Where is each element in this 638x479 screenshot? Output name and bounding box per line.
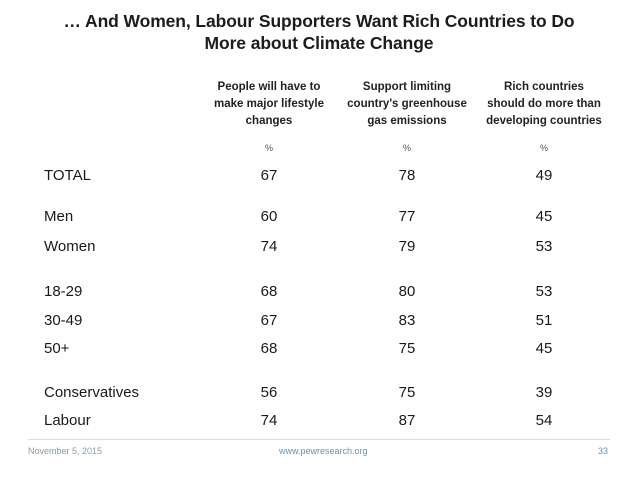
cell-value: 60	[260, 208, 278, 225]
table-row-50-plus: 50+ 68 75 45	[0, 338, 638, 360]
row-label: TOTAL	[44, 167, 91, 184]
cell-value: 79	[398, 238, 416, 255]
column-header-line: developing countries	[486, 115, 602, 127]
table-row-labour: Labour 74 87 54	[0, 410, 638, 432]
cell-value: 56	[260, 384, 278, 401]
percent-unit-label: %	[539, 143, 548, 153]
table-row-men: Men 60 77 45	[0, 206, 638, 228]
column-header-emissions: Support limiting country's greenhouse ga…	[337, 79, 477, 130]
cell-value: 83	[398, 312, 416, 329]
row-label: 18-29	[44, 283, 83, 300]
footer-url-link[interactable]: www.pewresearch.org	[279, 446, 368, 456]
table-row-30-49: 30-49 67 83 51	[0, 310, 638, 332]
cell-value: 53	[535, 283, 553, 300]
column-header-line: gas emissions	[367, 115, 447, 127]
cell-value: 74	[260, 412, 278, 429]
slide-title: … And Women, Labour Supporters Want Rich…	[18, 10, 620, 54]
percent-unit-label: %	[264, 143, 273, 153]
column-header-line: country's greenhouse	[347, 98, 467, 110]
cell-value: 49	[535, 167, 553, 184]
column-header-rich-countries: Rich countries should do more than devel…	[474, 79, 614, 130]
cell-value: 51	[535, 312, 553, 329]
table-row-women: Women 74 79 53	[0, 236, 638, 258]
cell-value: 39	[535, 384, 553, 401]
cell-value: 54	[535, 412, 553, 429]
cell-value: 67	[260, 312, 278, 329]
cell-value: 45	[535, 208, 553, 225]
cell-value: 67	[260, 167, 278, 184]
cell-value: 87	[398, 412, 416, 429]
column-header-lifestyle: People will have to make major lifestyle…	[199, 79, 339, 130]
table-row-conservatives: Conservatives 56 75 39	[0, 382, 638, 404]
cell-value: 74	[260, 238, 278, 255]
cell-value: 80	[398, 283, 416, 300]
percent-unit-label: %	[402, 143, 411, 153]
row-label: 50+	[44, 340, 70, 357]
row-label: Women	[44, 238, 96, 255]
slide-title-line-1: … And Women, Labour Supporters Want Rich…	[63, 11, 575, 31]
cell-value: 53	[535, 238, 553, 255]
table-row-18-29: 18-29 68 80 53	[0, 281, 638, 303]
cell-value: 75	[398, 384, 416, 401]
column-header-line: should do more than	[487, 98, 601, 110]
column-header-line: Support limiting	[362, 81, 452, 93]
row-label: Labour	[44, 412, 91, 429]
footer-date: November 5, 2015	[28, 446, 103, 456]
column-header-line: Rich countries	[504, 81, 584, 93]
row-label: Conservatives	[44, 384, 140, 401]
cell-value: 77	[398, 208, 416, 225]
page-number: 33	[597, 446, 608, 456]
slide-title-line-2: More about Climate Change	[204, 33, 434, 53]
cell-value: 68	[260, 283, 278, 300]
column-header-line: People will have to	[217, 81, 321, 93]
row-label: Men	[44, 208, 74, 225]
column-header-line: changes	[245, 115, 293, 127]
column-header-line: make major lifestyle	[214, 98, 324, 110]
table-row-total: TOTAL 67 78 49	[0, 165, 638, 187]
cell-value: 78	[398, 167, 416, 184]
cell-value: 75	[398, 340, 416, 357]
cell-value: 45	[535, 340, 553, 357]
row-label: 30-49	[44, 312, 83, 329]
footer-divider	[28, 439, 610, 440]
cell-value: 68	[260, 340, 278, 357]
